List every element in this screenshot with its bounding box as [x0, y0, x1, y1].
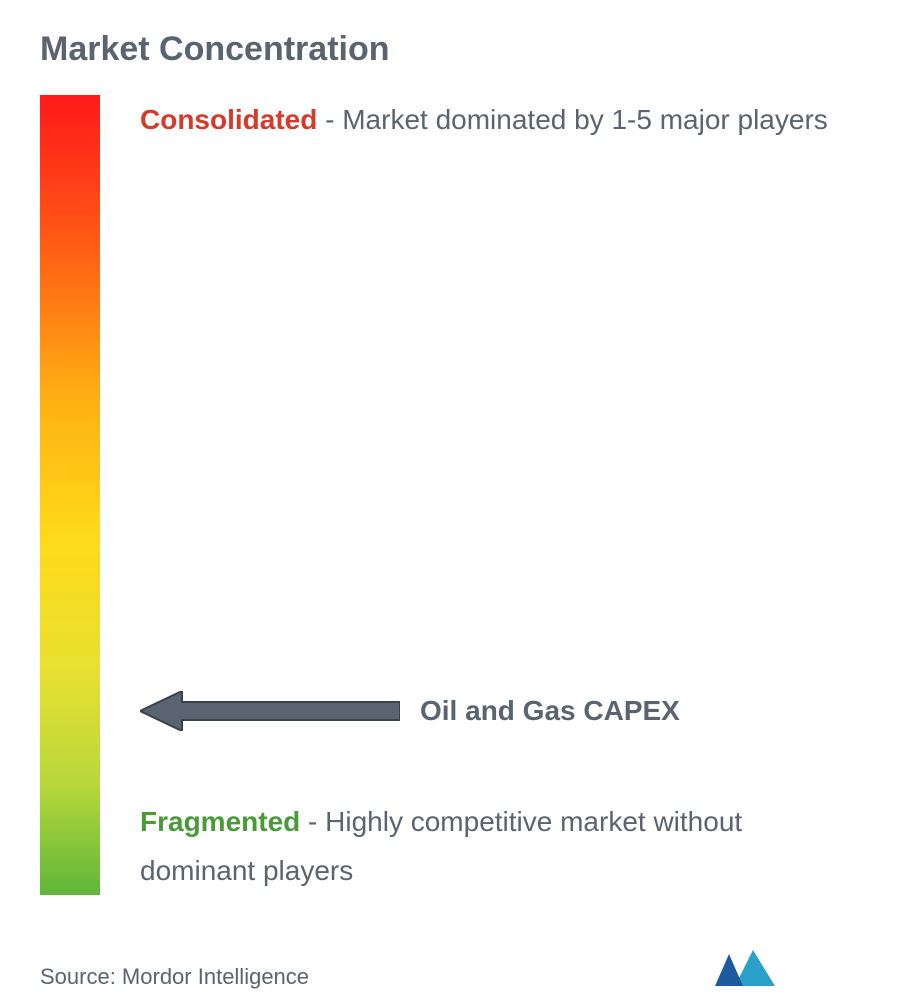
mordor-logo-icon — [713, 948, 777, 988]
arrow-icon — [140, 691, 400, 731]
fragmented-keyword: Fragmented — [140, 806, 300, 837]
consolidated-keyword: Consolidated — [140, 104, 317, 135]
descriptions-column: Consolidated - Market dominated by 1-5 m… — [140, 95, 877, 895]
consolidated-description: Consolidated - Market dominated by 1-5 m… — [140, 95, 857, 144]
fragmented-description: Fragmented - Highly competitive market w… — [140, 797, 857, 895]
page-title: Market Concentration — [40, 30, 877, 69]
marker-label: Oil and Gas CAPEX — [420, 695, 680, 727]
concentration-gradient-bar — [40, 95, 100, 895]
consolidated-rest: - Market dominated by 1-5 major players — [317, 104, 827, 135]
source-footer: Source: Mordor Intelligence — [40, 964, 309, 990]
content-area: Consolidated - Market dominated by 1-5 m… — [40, 95, 877, 895]
marker-row: Oil and Gas CAPEX — [140, 691, 857, 731]
